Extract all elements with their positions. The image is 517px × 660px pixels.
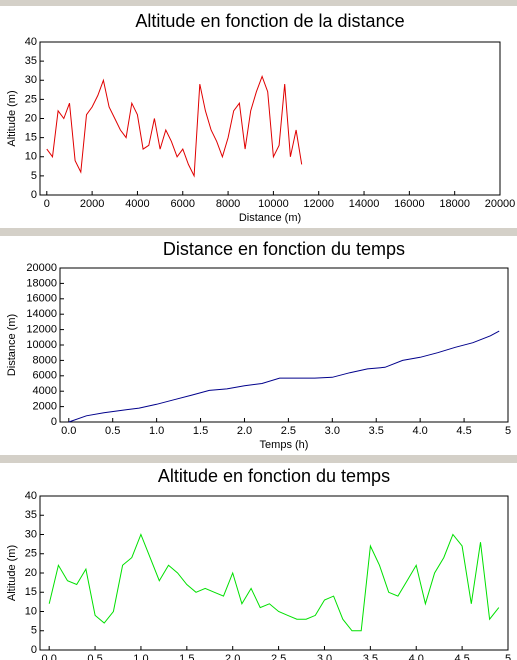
- y-tick-label: 25: [25, 548, 37, 560]
- x-tick-label: 5: [505, 425, 511, 437]
- y-tick-label: 35: [25, 55, 37, 67]
- x-tick-label: 1.5: [193, 425, 208, 437]
- chart-title: Altitude en fonction de la distance: [135, 11, 404, 31]
- x-tick-label: 0.0: [42, 653, 57, 660]
- y-tick-label: 20000: [26, 262, 57, 274]
- plot-frame: [39, 495, 509, 651]
- x-tick-label: 0.5: [87, 653, 102, 660]
- y-tick-label: 0: [51, 416, 57, 428]
- x-tick-label: 2.5: [281, 425, 296, 437]
- x-tick-label: 6000: [171, 198, 195, 210]
- x-axis-label: Temps (h): [260, 439, 309, 451]
- data-line: [48, 533, 500, 632]
- x-tick-label: 0.5: [105, 425, 120, 437]
- x-tick-label: 16000: [394, 198, 425, 210]
- x-tick-label: 14000: [349, 198, 380, 210]
- y-tick-label: 0: [31, 644, 37, 656]
- y-tick-label: 10: [25, 151, 37, 163]
- x-tick-label: 0.0: [61, 425, 76, 437]
- x-axis-label: Distance (m): [239, 212, 301, 224]
- x-tick-label: 2000: [80, 198, 104, 210]
- y-tick-label: 25: [25, 93, 37, 105]
- y-tick-label: 0: [31, 189, 37, 201]
- y-tick-label: 40: [25, 36, 37, 48]
- x-tick-label: 4.5: [454, 653, 469, 660]
- y-tick-label: 2000: [33, 401, 57, 413]
- y-axis-label: Altitude (m): [6, 90, 18, 146]
- y-tick-label: 12000: [26, 324, 57, 336]
- x-tick-label: 20000: [485, 198, 516, 210]
- chart-title: Altitude en fonction du temps: [158, 466, 390, 486]
- x-tick-label: 5: [505, 653, 511, 660]
- x-tick-label: 3.5: [369, 425, 384, 437]
- y-axis-label: Altitude (m): [6, 545, 18, 601]
- y-axis-label: Distance (m): [6, 314, 18, 376]
- separator: [0, 228, 517, 236]
- x-tick-label: 2.5: [271, 653, 286, 660]
- y-tick-label: 30: [25, 528, 37, 540]
- x-tick-label: 2.0: [237, 425, 252, 437]
- y-tick-label: 5: [31, 170, 37, 182]
- x-tick-label: 10000: [258, 198, 289, 210]
- y-tick-label: 8000: [33, 354, 57, 366]
- y-tick-label: 18000: [26, 277, 57, 289]
- y-tick-label: 15: [25, 132, 37, 144]
- x-tick-label: 2.0: [225, 653, 240, 660]
- y-tick-label: 10000: [26, 339, 57, 351]
- x-tick-label: 4.0: [413, 425, 428, 437]
- x-tick-label: 18000: [439, 198, 470, 210]
- y-tick-label: 16000: [26, 293, 57, 305]
- plot-frame: [59, 267, 509, 423]
- y-tick-label: 6000: [33, 370, 57, 382]
- x-tick-label: 8000: [216, 198, 240, 210]
- x-tick-label: 12000: [303, 198, 334, 210]
- y-tick-label: 15: [25, 586, 37, 598]
- x-tick-label: 1.0: [133, 653, 148, 660]
- x-tick-label: 4.0: [409, 653, 424, 660]
- y-tick-label: 20: [25, 567, 37, 579]
- x-tick-label: 4.5: [456, 425, 471, 437]
- chart-title: Distance en fonction du temps: [163, 239, 405, 259]
- x-tick-label: 3.0: [317, 653, 332, 660]
- data-line: [68, 330, 500, 423]
- y-tick-label: 10: [25, 605, 37, 617]
- separator: [0, 455, 517, 463]
- y-tick-label: 14000: [26, 308, 57, 320]
- x-tick-label: 3.0: [325, 425, 340, 437]
- y-tick-label: 20: [25, 112, 37, 124]
- x-tick-label: 0: [44, 198, 50, 210]
- y-tick-label: 35: [25, 509, 37, 521]
- y-tick-label: 5: [31, 625, 37, 637]
- separator: [0, 0, 517, 6]
- y-tick-label: 30: [25, 74, 37, 86]
- x-tick-label: 1.0: [149, 425, 164, 437]
- y-tick-label: 4000: [33, 385, 57, 397]
- y-tick-label: 40: [25, 490, 37, 502]
- x-tick-label: 4000: [125, 198, 149, 210]
- x-tick-label: 3.5: [363, 653, 378, 660]
- x-tick-label: 1.5: [179, 653, 194, 660]
- data-line: [46, 74, 303, 178]
